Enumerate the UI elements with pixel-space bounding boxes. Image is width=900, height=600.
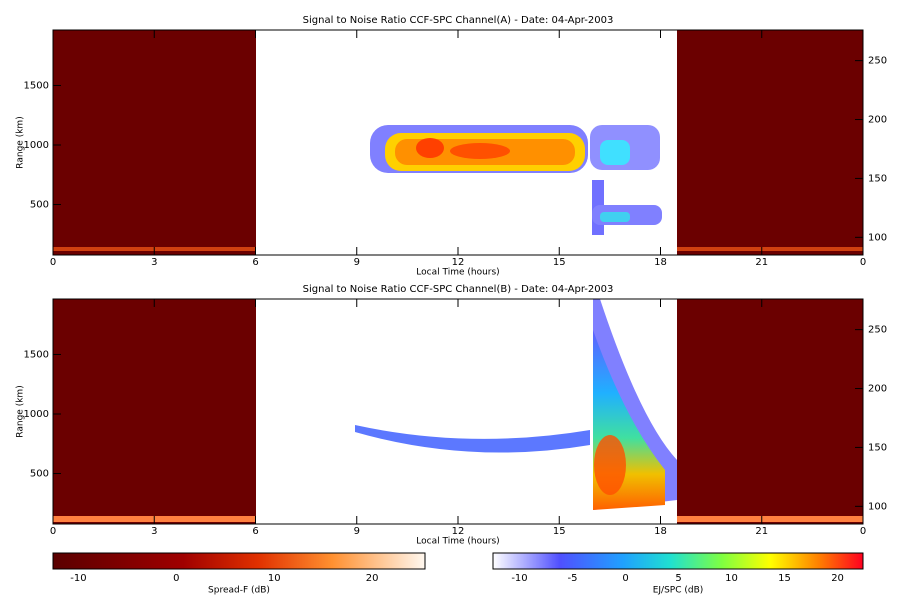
y2-tick-label: 150: [868, 173, 887, 184]
x-axis-label: Local Time (hours): [416, 537, 499, 547]
y-tick-label: 1500: [24, 349, 49, 360]
x-tick-label: 3: [151, 257, 157, 268]
colorbar-tick-label: 5: [675, 573, 681, 584]
x-tick-label: 15: [553, 526, 566, 537]
colorbar-label: EJ/SPC (dB): [653, 586, 704, 596]
y-axis-label: Range (km): [16, 385, 26, 437]
colorbar-tick-label: 10: [725, 573, 738, 584]
y-tick-label: 1500: [24, 80, 49, 91]
y-axis-label: Range (km): [16, 116, 26, 168]
y-tick-label: 1000: [24, 140, 49, 151]
y2-tick-label: 150: [868, 442, 887, 453]
y2-tick-label: 200: [868, 115, 887, 126]
colorbar-ejspc: [492, 552, 864, 570]
x-tick-label: 6: [252, 526, 258, 537]
y2-tick-label: 250: [868, 325, 887, 336]
colorbar-tick-label: -10: [511, 573, 527, 584]
x-tick-label: 0: [860, 526, 866, 537]
colorbar-tick-label: 15: [778, 573, 791, 584]
y2-tick-label: 100: [868, 501, 887, 512]
x-tick-label: 12: [452, 257, 465, 268]
x-tick-label: 9: [354, 526, 360, 537]
x-tick-label: 18: [654, 526, 667, 537]
chart-title: Signal to Noise Ratio CCF-SPC Channel(A)…: [303, 15, 614, 26]
colorbar-tick-label: -10: [70, 573, 86, 584]
y2-tick-label: 100: [868, 232, 887, 243]
y-tick-label: 1000: [24, 409, 49, 420]
x-tick-label: 21: [755, 257, 768, 268]
y-tick-label: 500: [30, 200, 49, 211]
colorbar-tick-label: 20: [366, 573, 379, 584]
x-tick-label: 12: [452, 526, 465, 537]
y2-tick-label: 200: [868, 384, 887, 395]
x-tick-label: 9: [354, 257, 360, 268]
x-tick-label: 18: [654, 257, 667, 268]
colorbar-tick-label: 20: [831, 573, 844, 584]
y2-tick-label: 250: [868, 56, 887, 67]
heatmap-a: [53, 30, 863, 255]
x-axis-label: Local Time (hours): [416, 268, 499, 278]
x-tick-label: 6: [252, 257, 258, 268]
colorbar-tick-label: 10: [268, 573, 281, 584]
x-tick-label: 0: [860, 257, 866, 268]
x-tick-label: 21: [755, 526, 768, 537]
colorbar-spread-f: [52, 552, 426, 570]
x-tick-label: 0: [50, 526, 56, 537]
y-tick-label: 500: [30, 469, 49, 480]
colorbar-label: Spread-F (dB): [208, 586, 270, 596]
x-tick-label: 0: [50, 257, 56, 268]
colorbar-tick-label: 0: [622, 573, 628, 584]
x-tick-label: 3: [151, 526, 157, 537]
x-tick-label: 15: [553, 257, 566, 268]
chart-title: Signal to Noise Ratio CCF-SPC Channel(B)…: [303, 284, 614, 295]
colorbar-tick-label: -5: [568, 573, 578, 584]
heatmap-b: [53, 299, 863, 524]
colorbar-tick-label: 0: [173, 573, 179, 584]
